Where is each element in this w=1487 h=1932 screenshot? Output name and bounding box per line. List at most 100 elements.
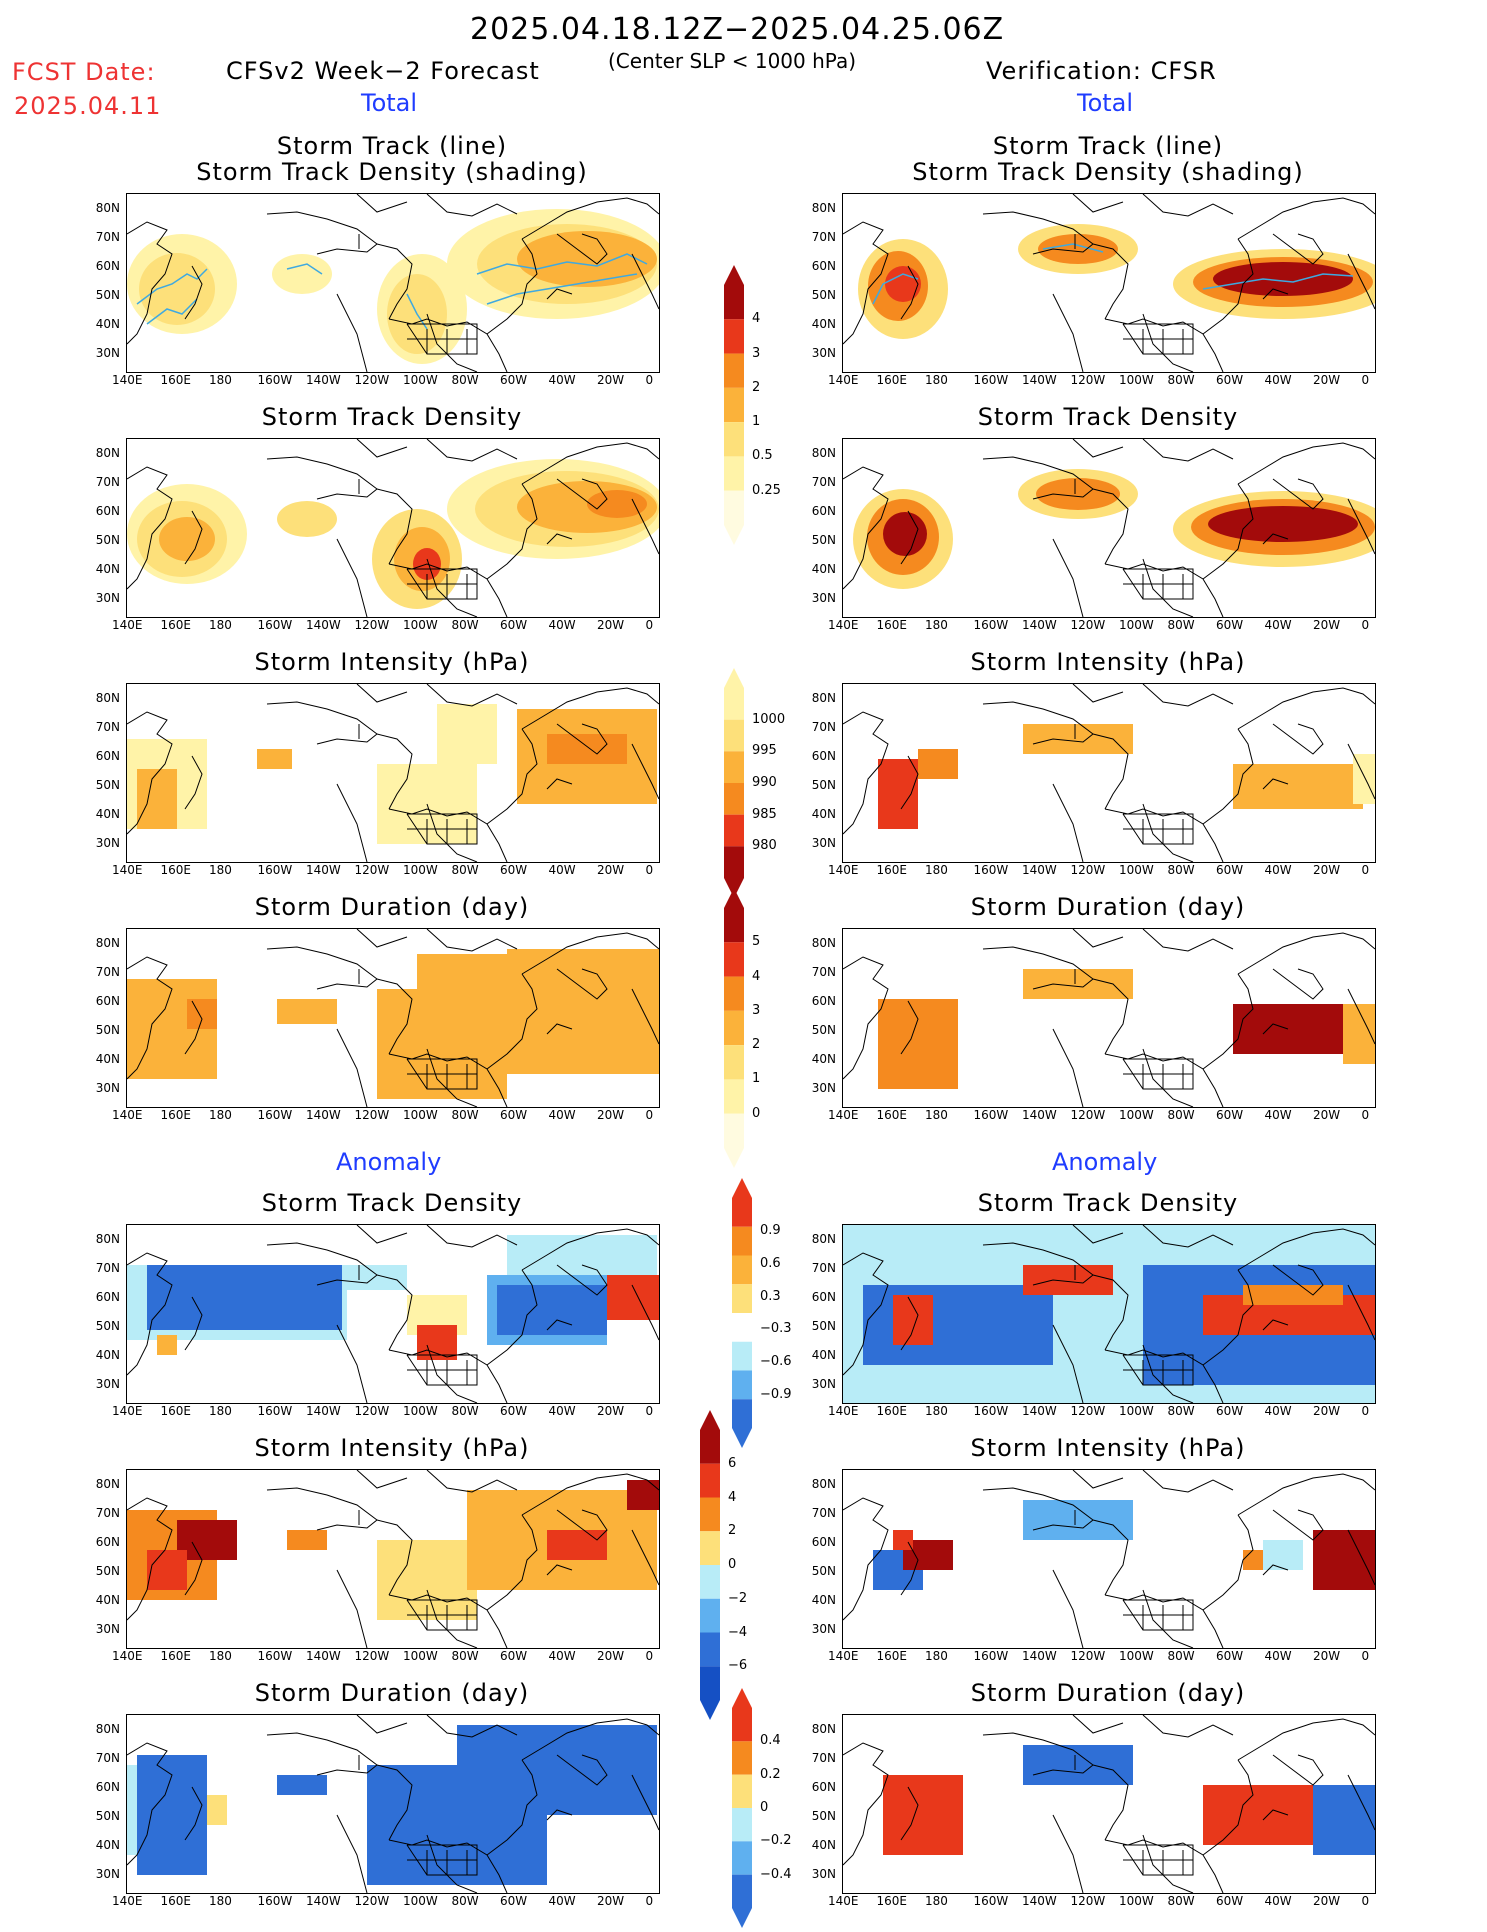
lat-tick-label: 50N <box>811 778 836 792</box>
panel-title-left-2: Storm Track Density <box>261 403 523 431</box>
lon-tick-label: 0 <box>645 1649 654 1663</box>
lon-tick-label: 120W <box>1070 373 1106 387</box>
lon-tick-label: 20W <box>1313 373 1341 387</box>
lon-tick-label: 180 <box>209 373 232 387</box>
lon-tick-label: 140W <box>1022 1649 1057 1663</box>
lon-tick-label: 20W <box>1313 863 1341 877</box>
colorbar-swatch <box>732 1808 752 1842</box>
shading-cell <box>417 1325 457 1360</box>
lon-tick-label: 140W <box>306 1649 341 1663</box>
lat-tick-label: 80N <box>95 936 120 950</box>
lon-tick-label: 180 <box>209 1894 232 1908</box>
shading-cell <box>157 1335 177 1355</box>
lat-tick-label: 80N <box>95 446 120 460</box>
lon-tick-label: 40W <box>1264 373 1292 387</box>
colorbar-label: 6 <box>728 1455 737 1471</box>
colorbar-swatch <box>724 846 744 878</box>
coastline-outline <box>843 929 1375 1107</box>
lat-tick-label: 50N <box>95 533 120 547</box>
map-panel-left-5 <box>126 1224 660 1404</box>
lon-tick-label: 140E <box>828 1894 859 1908</box>
lon-tick-label: 180 <box>209 1404 232 1418</box>
lat-tick-label: 40N <box>811 1348 836 1362</box>
map-canvas <box>843 929 1375 1107</box>
lon-tick-label: 160E <box>160 1894 192 1908</box>
lat-tick-label: 50N <box>811 1564 836 1578</box>
shading-cell <box>137 1755 207 1875</box>
map-panel-right-3 <box>842 683 1376 863</box>
colorbar-label: 985 <box>752 806 777 822</box>
colorbar-swatch <box>732 1370 752 1400</box>
lon-tick-label: 120W <box>1070 1404 1106 1418</box>
lon-tick-label: 120W <box>354 1108 390 1122</box>
lon-tick-label: 80W <box>451 618 479 632</box>
colorbar-label: −0.3 <box>760 1321 792 1337</box>
map-panel-left-1 <box>126 193 660 373</box>
lon-tick-label: 140E <box>828 863 859 877</box>
lat-tick-label: 70N <box>95 1751 120 1765</box>
shading-cell <box>147 1265 342 1330</box>
lon-tick-label: 100W <box>403 1108 438 1122</box>
shading-cell <box>1023 1745 1133 1785</box>
lon-tick-label: 80W <box>1167 863 1195 877</box>
colorbar-label: 4 <box>728 1489 737 1505</box>
lon-tick-label: 40W <box>548 1649 576 1663</box>
colorbar-cap <box>724 525 744 545</box>
lon-tick-label: 40W <box>1264 618 1292 632</box>
colorbar-cap <box>724 888 744 908</box>
colorbar-swatch <box>700 1463 720 1498</box>
lon-tick-label: 40W <box>548 863 576 877</box>
shading-cell <box>1203 1785 1313 1845</box>
colorbar-label: 0.5 <box>752 448 773 464</box>
panel-title-left-1b: Storm Track Density (shading) <box>196 158 588 186</box>
lon-tick-label: 40W <box>548 373 576 387</box>
shading-cell <box>1243 1285 1343 1305</box>
colorbar-cap <box>732 1178 752 1198</box>
lat-tick-label: 80N <box>811 201 836 215</box>
colorbar-duration <box>724 888 744 1172</box>
lon-tick-label: 100W <box>403 618 438 632</box>
map-canvas <box>127 439 659 617</box>
lat-tick-label: 40N <box>811 562 836 576</box>
map-panel-right-7 <box>842 1714 1376 1894</box>
lon-tick-label: 180 <box>925 373 948 387</box>
colorbar-swatch <box>732 1341 752 1371</box>
lon-tick-label: 0 <box>1361 1894 1370 1908</box>
lon-tick-label: 140E <box>112 373 143 387</box>
lon-tick-label: 160E <box>876 1404 908 1418</box>
shading-blob <box>1038 234 1118 264</box>
lon-tick-label: 160W <box>973 1404 1009 1418</box>
colorbar-label: −0.6 <box>760 1354 792 1370</box>
lon-tick-label: 140W <box>306 373 341 387</box>
shading-cell <box>457 1725 657 1815</box>
lat-tick-label: 70N <box>811 1751 836 1765</box>
colorbar-swatch <box>732 1226 752 1256</box>
lon-tick-label: 140E <box>112 1894 143 1908</box>
shading-cell <box>507 949 659 1074</box>
colorbar-swatch <box>732 1741 752 1775</box>
colorbar-swatch <box>724 387 744 423</box>
lat-tick-label: 80N <box>95 1477 120 1491</box>
shading-blob <box>139 253 215 325</box>
lat-tick-label: 70N <box>95 965 120 979</box>
lon-tick-label: 180 <box>925 1894 948 1908</box>
shading-cell <box>918 749 958 779</box>
storm-track-line <box>476 253 648 275</box>
lat-tick-label: 30N <box>95 1081 120 1095</box>
colorbar-label: 0.2 <box>760 1766 781 1782</box>
colorbar-label: 4 <box>752 311 761 327</box>
shading-cell <box>1023 1265 1113 1295</box>
shading-cell <box>417 954 507 994</box>
lon-tick-label: 80W <box>1167 1894 1195 1908</box>
lat-tick-label: 80N <box>811 1722 836 1736</box>
lon-tick-label: 160W <box>973 373 1009 387</box>
colorbar-swatch <box>724 1113 744 1148</box>
colorbar-swatch <box>724 719 744 752</box>
coastline-outline <box>843 1225 1375 1403</box>
lon-tick-label: 100W <box>1119 1894 1154 1908</box>
lon-tick-label: 20W <box>1313 618 1341 632</box>
lon-tick-label: 140W <box>306 1108 341 1122</box>
lat-tick-label: 50N <box>811 1023 836 1037</box>
lat-tick-label: 30N <box>811 1377 836 1391</box>
shading-cell <box>1313 1530 1375 1590</box>
